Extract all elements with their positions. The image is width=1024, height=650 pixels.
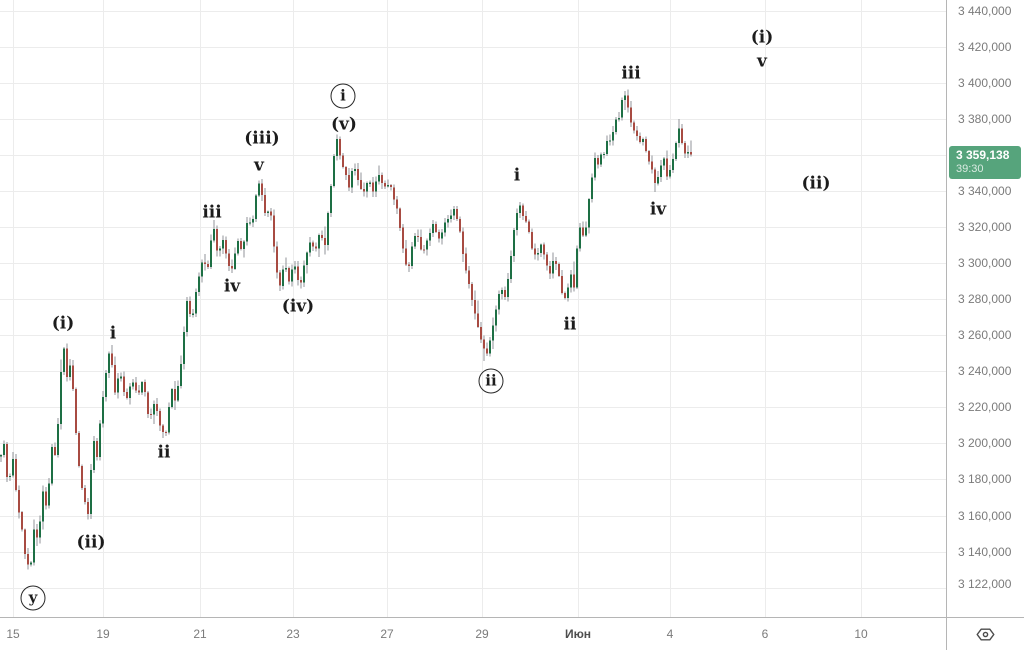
wave-degree-label[interactable]: iii xyxy=(621,63,641,84)
price-axis-label: 3 220,000 xyxy=(958,400,1012,415)
price-axis-label: 3 180,000 xyxy=(958,472,1012,487)
price-axis-label: 3 440,000 xyxy=(958,4,1012,18)
last-price-value: 3 359,138 xyxy=(956,148,1010,163)
wave-degree-label[interactable]: iv xyxy=(223,276,241,297)
hexagon-dot-icon xyxy=(976,628,995,641)
price-chart-canvas[interactable] xyxy=(0,0,946,617)
time-axis-label: 29 xyxy=(475,627,489,641)
time-axis-label: 15 xyxy=(6,627,20,641)
price-axis-label: 3 380,000 xyxy=(958,112,1012,127)
wave-degree-label[interactable]: ii xyxy=(157,442,171,463)
wave-degree-label[interactable]: v xyxy=(254,155,264,176)
wave-degree-label[interactable]: (ii) xyxy=(76,532,106,553)
time-axis-label: 27 xyxy=(380,627,394,641)
time-axis[interactable]: 15 19 21 23 27 29 Июн 4 6 10 xyxy=(0,617,946,650)
bar-countdown: 39:30 xyxy=(956,163,984,176)
price-axis[interactable]: 3 359,138 39:30 3 440,000 3 420,000 3 400,… xyxy=(946,0,1024,617)
wave-degree-label-circled[interactable]: ii xyxy=(478,368,504,394)
wave-degree-label[interactable]: v xyxy=(757,51,767,72)
price-axis-label: 3 280,000 xyxy=(958,292,1012,307)
wave-degree-label[interactable]: (v) xyxy=(331,114,357,135)
wave-degree-label[interactable]: iii xyxy=(202,202,222,223)
price-axis-label: 3 320,000 xyxy=(958,220,1012,235)
wave-degree-label[interactable]: i xyxy=(109,323,117,344)
candle-wicks xyxy=(0,89,692,570)
wave-degree-label[interactable]: i xyxy=(513,165,521,186)
time-axis-label: 21 xyxy=(193,627,207,641)
last-price-badge: 3 359,138 39:30 xyxy=(949,145,1021,179)
chart-pane[interactable]: (i) (ii) y i ii iii iv v (iii) (iv) (v) i ii i ii iii iv… xyxy=(0,0,946,617)
wave-degree-label-circled[interactable]: y xyxy=(20,585,46,611)
wave-degree-label[interactable]: (i) xyxy=(750,27,774,48)
price-axis-label: 3 420,000 xyxy=(958,40,1012,55)
wave-degree-label[interactable]: ii xyxy=(563,314,577,335)
wave-degree-label[interactable]: (iv) xyxy=(281,296,315,317)
time-axis-label: 4 xyxy=(666,627,674,641)
wave-degree-label[interactable]: iv xyxy=(649,199,667,220)
time-axis-label: 19 xyxy=(96,627,110,641)
price-axis-label: 3 200,000 xyxy=(958,436,1012,451)
wave-degree-label[interactable]: (iii) xyxy=(244,128,280,149)
price-axis-label: 3 160,000 xyxy=(958,508,1012,523)
wave-degree-label-circled[interactable]: i xyxy=(330,83,356,109)
price-axis-label: 3 260,000 xyxy=(958,328,1012,343)
wave-annotation-layer: (i) (ii) y i ii iii iv v (iii) (iv) (v) i ii i ii iii iv… xyxy=(20,27,831,611)
price-axis-label: 3 400,000 xyxy=(958,76,1012,91)
wave-degree-label[interactable]: (ii) xyxy=(801,173,831,194)
price-axis-label: 3 300,000 xyxy=(958,256,1012,271)
wave-degree-label[interactable]: (i) xyxy=(51,313,75,334)
time-axis-label: 23 xyxy=(286,627,300,641)
price-axis-label: 3 340,000 xyxy=(958,184,1012,199)
time-axis-label: 10 xyxy=(854,627,868,641)
price-axis-label: 3 240,000 xyxy=(958,364,1012,379)
price-axis-label: 3 140,000 xyxy=(958,544,1012,559)
gridlines xyxy=(0,0,946,617)
axis-corner xyxy=(946,617,1024,650)
price-axis-label: 3 122,000 xyxy=(958,576,1012,591)
candle-bodies xyxy=(0,95,693,565)
time-axis-label: 6 xyxy=(761,627,769,641)
time-axis-month-label: Июн xyxy=(564,627,592,641)
scale-settings-button[interactable] xyxy=(975,626,996,643)
